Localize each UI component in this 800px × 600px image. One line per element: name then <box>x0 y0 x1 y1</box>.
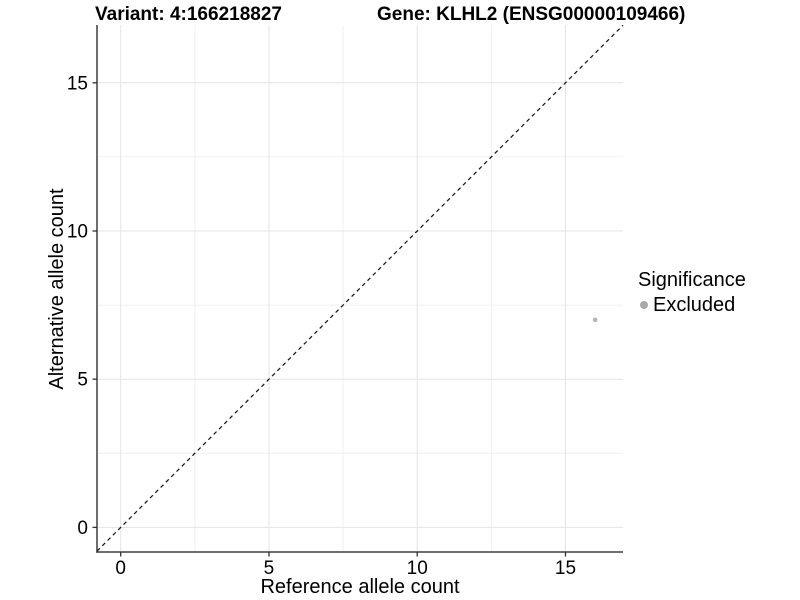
legend-item-label: Excluded <box>653 294 736 316</box>
legend-item-excluded: Excluded <box>638 293 746 317</box>
legend: Significance Excluded <box>638 268 746 317</box>
data-point-excluded <box>592 317 598 323</box>
y-axis-title: Alternative allele count <box>46 188 68 390</box>
x-tick-label: 15 <box>555 558 576 579</box>
plot-title-gene: Gene: KLHL2 (ENSG00000109466) <box>377 4 686 25</box>
x-tick-label: 0 <box>115 558 126 579</box>
plot-title-variant: Variant: 4:166218827 <box>95 4 282 25</box>
legend-key-dot-icon <box>640 301 648 309</box>
legend-title: Significance <box>638 269 746 291</box>
identity-reference-line <box>96 24 624 552</box>
y-tick-label: 5 <box>77 370 88 391</box>
x-axis-title: Reference allele count <box>260 576 460 598</box>
y-tick-label: 0 <box>77 518 88 539</box>
x-tick-label: 5 <box>264 558 275 579</box>
y-tick-label: 15 <box>67 73 88 94</box>
y-tick-label: 10 <box>67 221 88 242</box>
x-tick-label: 10 <box>407 558 428 579</box>
